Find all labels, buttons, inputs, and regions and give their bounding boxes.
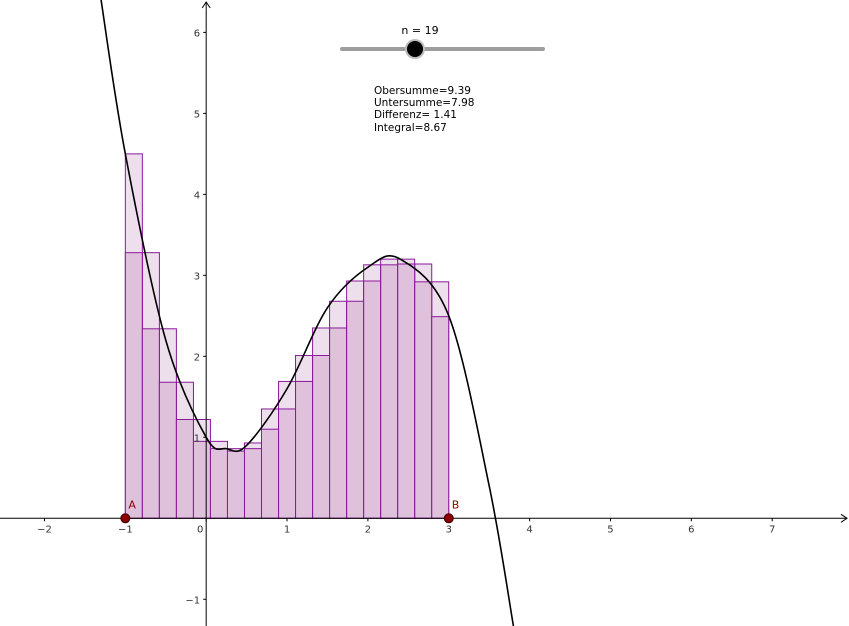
lower-sum-bar (397, 263, 416, 519)
x-tick-label: 2 (365, 524, 371, 535)
lower-sum-bar (329, 327, 348, 519)
slider-track[interactable] (340, 47, 545, 51)
x-tick-label: −1 (118, 524, 133, 535)
x-tick-label: 7 (769, 524, 775, 535)
point-b[interactable]: B (443, 498, 460, 524)
lower-sum-bar (141, 328, 160, 519)
function-curve (100, 0, 515, 626)
lower-sum-bars (124, 252, 450, 519)
lower-sum-bar (175, 418, 194, 519)
lower-sum-bar (380, 264, 399, 519)
lower-sum-bar (414, 281, 433, 519)
lower-sum-bar (260, 428, 280, 519)
slider-handle[interactable] (407, 41, 424, 57)
integral-text: Integral=8.67 (374, 121, 447, 134)
lower-sum-bar (431, 316, 450, 519)
untersumme-text: Untersumme=7.98 (374, 97, 475, 110)
y-tick-label: 6 (194, 28, 200, 39)
x-tick-label: −2 (37, 524, 52, 535)
slider-label: n = 19 (401, 24, 439, 37)
lower-sum-bar (226, 450, 245, 519)
x-tick-label: 1 (284, 524, 290, 535)
point-b-marker[interactable] (443, 513, 454, 524)
lower-sum-bar (124, 252, 143, 519)
x-tick-label: 0 (197, 524, 203, 535)
lower-sum-bar (312, 355, 331, 519)
y-tick-label: 4 (194, 190, 200, 201)
lower-sum-bar (363, 280, 382, 519)
lower-sum-bar (192, 440, 211, 519)
n-slider[interactable]: n = 19 (340, 24, 546, 64)
obersumme-text: Obersumme=9.39 (374, 85, 471, 97)
lower-sum-bar (244, 448, 263, 519)
point-a[interactable]: A (120, 498, 136, 524)
point-a-marker[interactable] (120, 513, 131, 524)
y-tick-label: 5 (194, 109, 200, 120)
lower-sum-bar (278, 408, 297, 519)
point-b-label: B (452, 498, 460, 511)
y-tick-label: 3 (194, 271, 200, 282)
point-a-label: A (128, 498, 136, 511)
lower-sum-bar (158, 381, 177, 519)
sum-statistics: Obersumme=9.39 Untersumme=7.98 Differenz… (374, 85, 474, 134)
lower-sum-bar (346, 300, 365, 519)
x-tick-label: 3 (446, 524, 452, 535)
x-tick-label: 5 (607, 524, 613, 535)
x-axis-arrow (840, 513, 848, 523)
x-tick-label: 6 (688, 524, 694, 535)
y-tick-label: 1 (194, 433, 200, 444)
y-tick-label: −1 (185, 595, 200, 606)
lower-sum-bar (295, 380, 314, 519)
y-tick-label: 2 (194, 352, 200, 363)
lower-sum-bar (209, 448, 228, 519)
x-tick-label: 4 (526, 524, 532, 535)
differenz-text: Differenz= 1.41 (374, 109, 457, 122)
y-axis-arrow (201, 1, 211, 9)
